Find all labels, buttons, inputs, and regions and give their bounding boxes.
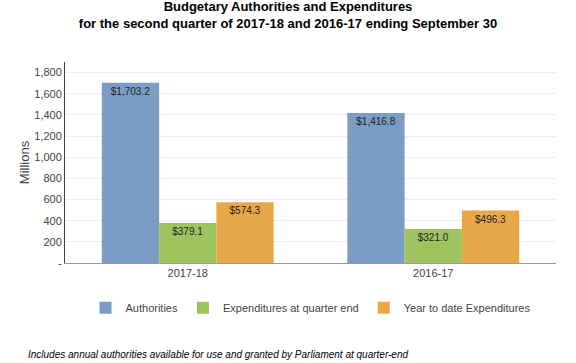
svg-text:200: 200 [43, 236, 61, 248]
svg-text:Millions: Millions [17, 140, 32, 184]
svg-text:$496.3: $496.3 [475, 214, 506, 225]
svg-text:$1,703.2: $1,703.2 [111, 86, 150, 97]
svg-text:1,600: 1,600 [34, 88, 62, 100]
svg-text:1,800: 1,800 [34, 66, 62, 78]
svg-text:1,000: 1,000 [34, 151, 62, 163]
svg-text:Includes annual authorities av: Includes annual authorities available fo… [28, 349, 408, 360]
svg-text:1,200: 1,200 [34, 130, 62, 142]
svg-text:600: 600 [43, 193, 61, 205]
svg-text:2016-17: 2016-17 [413, 267, 453, 279]
svg-text:$379.1: $379.1 [172, 226, 203, 237]
svg-text:Expenditures at quarter end: Expenditures at quarter end [223, 302, 359, 314]
svg-text:-: - [58, 257, 62, 269]
svg-text:Budgetary Authorities and Expe: Budgetary Authorities and Expendituresfo… [79, 0, 497, 31]
svg-text:1,400: 1,400 [34, 109, 62, 121]
svg-text:800: 800 [43, 172, 61, 184]
svg-text:$574.3: $574.3 [230, 205, 261, 216]
svg-text:$1,416.8: $1,416.8 [356, 116, 395, 127]
svg-text:400: 400 [43, 215, 61, 227]
svg-text:$321.0: $321.0 [418, 232, 449, 243]
svg-text:2017-18: 2017-18 [168, 267, 208, 279]
svg-text:Authorities: Authorities [126, 302, 178, 314]
svg-text:Year to date Expenditures: Year to date Expenditures [404, 302, 531, 314]
